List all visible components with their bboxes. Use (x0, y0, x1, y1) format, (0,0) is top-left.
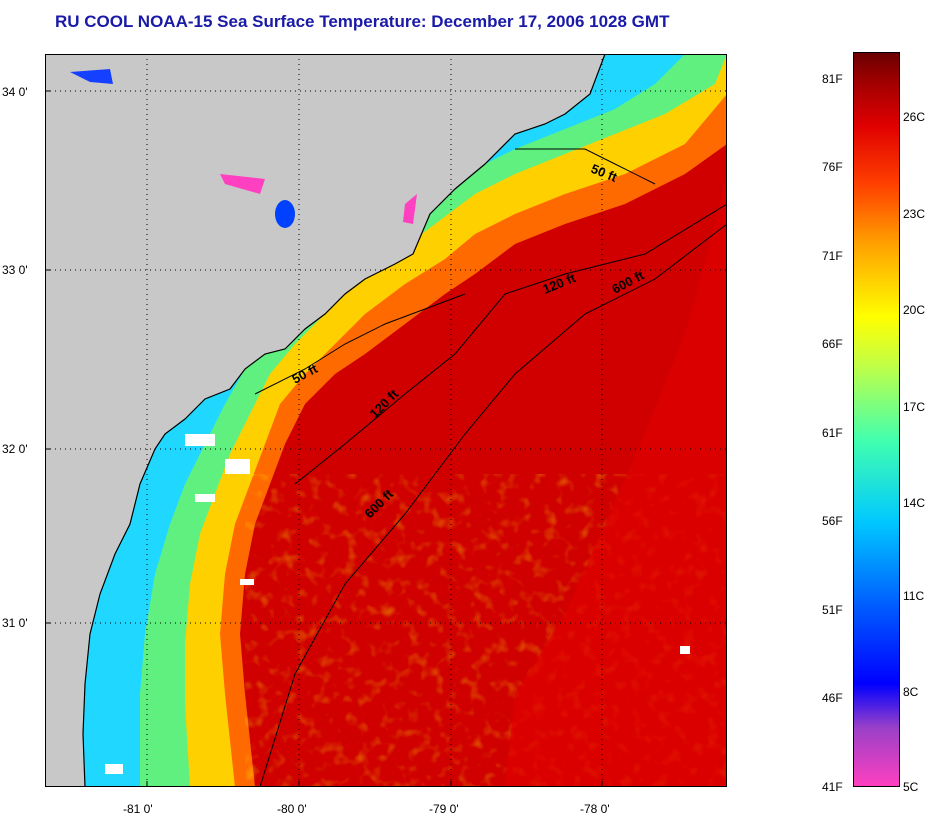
cb-label-76f: 76F (822, 160, 843, 174)
cb-label-8c: 8C (903, 685, 919, 699)
chart-title: RU COOL NOAA-15 Sea Surface Temperature:… (55, 12, 670, 31)
sst-map: 50 ft 120 ft 600 ft 50 ft 120 ft 600 ft (45, 54, 727, 787)
cb-label-41f: 41F (822, 780, 843, 794)
cloud-patches (105, 434, 690, 774)
temperature-colorbar (853, 52, 900, 787)
land-mass (45, 54, 605, 787)
lat-label-34: 34 0' (2, 85, 28, 99)
cb-label-20c: 20C (903, 303, 926, 317)
sst-field (83, 54, 727, 787)
cb-label-11c: 11C (903, 589, 925, 603)
cb-label-61f: 61F (822, 426, 843, 440)
cb-label-14c: 14C (903, 496, 926, 510)
lat-label-31: 31 0' (2, 616, 28, 630)
cb-label-56f: 56F (822, 514, 843, 528)
cb-label-23c: 23C (903, 207, 926, 221)
cb-label-5c: 5C (903, 780, 919, 794)
graticule (45, 54, 727, 787)
isobath-50ft-south (254, 293, 466, 395)
cb-label-71f: 71F (822, 249, 843, 263)
cb-label-17c: 17C (903, 400, 926, 414)
cb-label-66f: 66F (822, 337, 843, 351)
lon-label-79: -79 0' (429, 802, 459, 816)
lon-label-81: -81 0' (123, 802, 153, 816)
cb-label-46f: 46F (822, 691, 843, 705)
cb-label-26c: 26C (903, 110, 926, 124)
map-frame (45, 54, 727, 787)
lon-label-78: -78 0' (580, 802, 610, 816)
axis-ticks (45, 90, 603, 787)
isobath-600ft (259, 223, 727, 787)
lon-label-80: -80 0' (277, 802, 307, 816)
isobath-50ft-north (515, 148, 656, 185)
cb-label-51f: 51F (822, 603, 843, 617)
cb-label-81f: 81F (822, 72, 843, 86)
sst-band-cyan (83, 54, 685, 787)
lat-label-33: 33 0' (2, 263, 28, 277)
coastline (82, 54, 606, 787)
lat-label-32: 32 0' (2, 442, 28, 456)
inland-water (70, 69, 417, 228)
gulf-stream-core (505, 174, 727, 787)
isobath-120ft (294, 203, 727, 485)
